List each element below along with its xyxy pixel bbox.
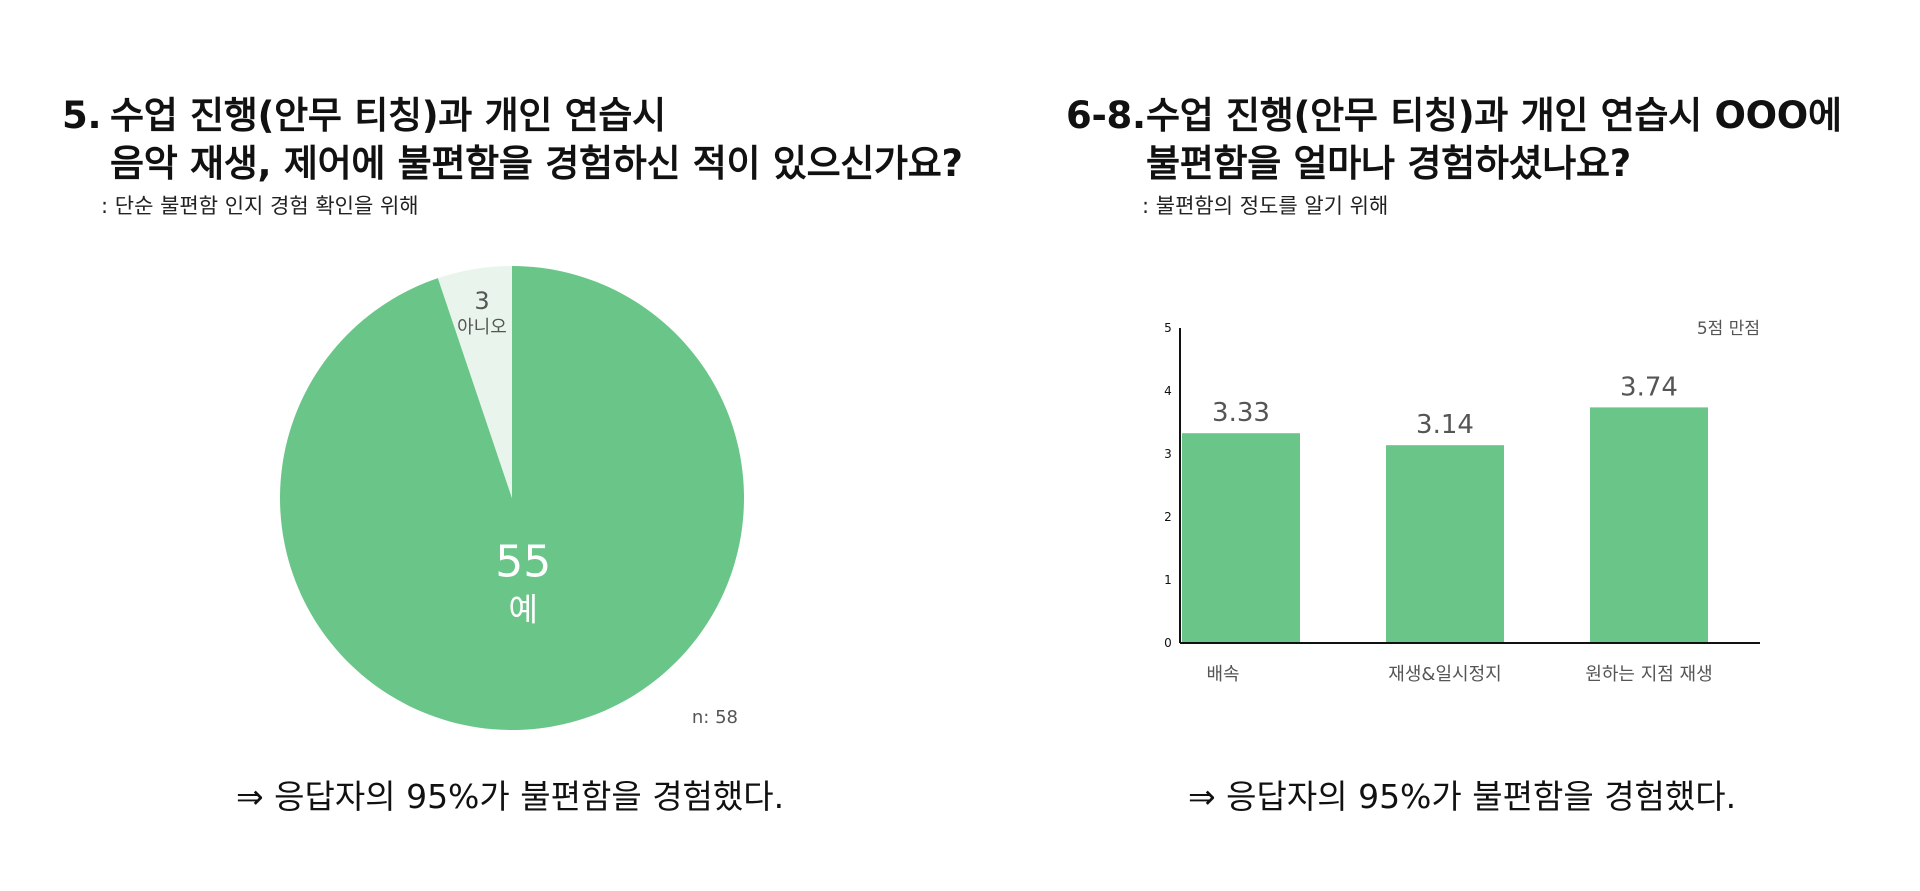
y-tick-label: 5 <box>1164 321 1172 335</box>
pie-slice-value: 3 <box>474 287 489 315</box>
q5-number: 5. <box>62 94 102 137</box>
q5-title-line-1: 수업 진행(안무 티칭)과 개인 연습시 <box>110 94 666 137</box>
category-label: 배속 <box>1206 664 1239 685</box>
bar-annotation: 5점 만점 <box>1697 319 1760 339</box>
y-tick-label: 2 <box>1164 510 1172 524</box>
category-label: 재생&일시정지 <box>1388 664 1501 685</box>
q6-title-line-2: 불편함을 얼마나 경험하셨나요? <box>1146 142 1631 185</box>
q5-conclusion: ⇒ 응답자의 95%가 불편함을 경험했다. <box>236 777 785 816</box>
pie-slice-no <box>437 266 512 498</box>
bar-value-label: 3.14 <box>1416 410 1474 440</box>
pie-slice-label: 아니오 <box>457 317 507 338</box>
q5-subtitle: : 단순 불편함 인지 경험 확인을 위해 <box>101 194 419 218</box>
y-tick-label: 4 <box>1164 384 1172 398</box>
category-label: 원하는 지점 재생 <box>1585 664 1712 685</box>
pie-slice-label: 예 <box>509 591 538 629</box>
q6-number: 6-8. <box>1066 94 1146 137</box>
q6-conclusion: ⇒ 응답자의 95%가 불편함을 경험했다. <box>1188 777 1737 816</box>
pie-sample-size: n: 58 <box>692 707 738 728</box>
q6-title: 6-8. 수업 진행(안무 티칭)과 개인 연습시 OOO에 불편함을 얼마나 … <box>1066 92 1842 188</box>
q6-title-line-1: 수업 진행(안무 티칭)과 개인 연습시 OOO에 <box>1146 94 1842 137</box>
bar-2 <box>1386 445 1504 643</box>
bar-1 <box>1182 433 1300 643</box>
bar-value-label: 3.74 <box>1620 372 1678 402</box>
q6-subtitle: : 불편함의 정도를 알기 위해 <box>1142 194 1389 218</box>
pie-slice-value: 55 <box>495 537 551 588</box>
y-tick-label: 3 <box>1164 447 1172 461</box>
bar-3 <box>1590 407 1708 643</box>
y-tick-label: 1 <box>1164 573 1172 587</box>
q5-title-line-2: 음악 재생, 제어에 불편함을 경험하신 적이 있으신가요? <box>110 142 963 185</box>
y-tick-label: 0 <box>1164 636 1172 650</box>
q5-title: 5. 수업 진행(안무 티칭)과 개인 연습시 음악 재생, 제어에 불편함을 … <box>62 92 963 188</box>
bar-chart: 0 1 2 3 4 5 3.33 3.14 3.74 배속 재생&일시정지 원하는 지점 재생 5… <box>1164 319 1760 685</box>
bar-value-label: 3.33 <box>1212 398 1270 428</box>
